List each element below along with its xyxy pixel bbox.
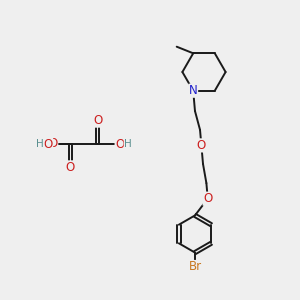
Text: O: O [93, 114, 102, 127]
Text: O: O [44, 137, 52, 151]
Text: O: O [49, 137, 58, 150]
Text: H: H [124, 139, 132, 149]
Text: O: O [116, 137, 124, 151]
Text: N: N [189, 84, 198, 97]
Text: H: H [36, 139, 44, 149]
Text: O: O [197, 139, 206, 152]
Text: O: O [66, 161, 75, 174]
Text: Br: Br [188, 260, 202, 274]
Text: O: O [203, 192, 212, 205]
